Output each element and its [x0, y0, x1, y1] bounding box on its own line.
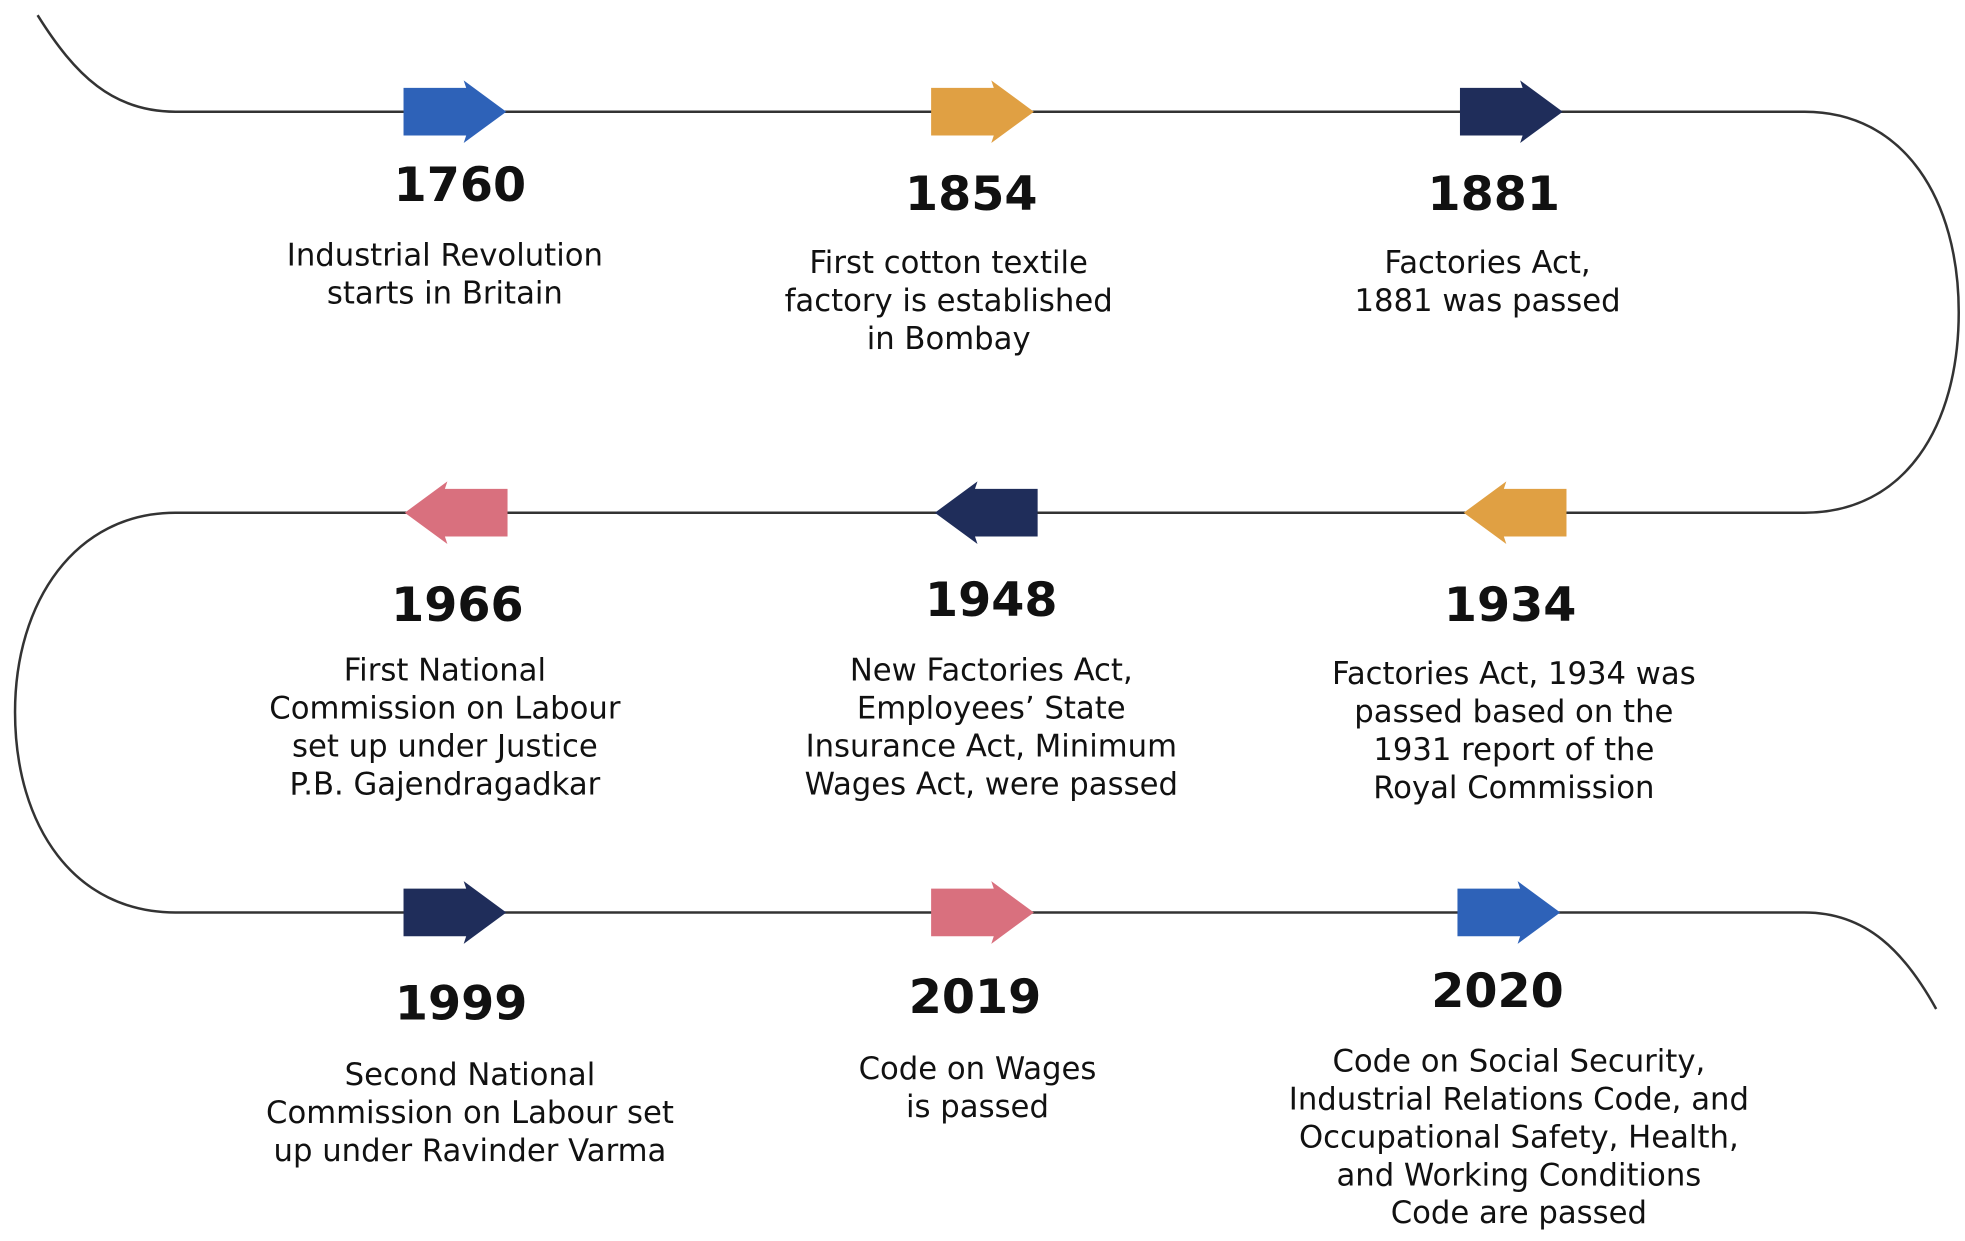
description-line: Factories Act, 1934 was — [1332, 657, 1696, 692]
year: 2020 — [1431, 964, 1564, 1019]
description-line: New Factories Act, — [850, 653, 1133, 688]
year: 1948 — [925, 573, 1058, 628]
year: 2019 — [909, 970, 1042, 1025]
description-line: Industrial Revolution — [287, 239, 603, 274]
description-line: Insurance Act, Minimum — [806, 729, 1177, 764]
description-line: up under Ravinder Varma — [274, 1134, 667, 1169]
arrow — [1457, 881, 1561, 944]
year: 1760 — [394, 158, 527, 213]
description-line: set up under Justice — [292, 729, 598, 764]
arrow — [1463, 481, 1567, 545]
description-line: starts in Britain — [327, 277, 563, 312]
year: 1966 — [391, 578, 524, 633]
description-line: passed based on the — [1354, 695, 1673, 730]
description-line: Code on Social Security, — [1332, 1044, 1705, 1079]
description-line: First National — [344, 653, 546, 688]
arrow — [931, 881, 1034, 944]
description-line: 1931 report of the — [1373, 733, 1654, 768]
description-line: Commission on Labour set — [266, 1096, 674, 1131]
description-line: Code on Wages — [859, 1052, 1097, 1087]
description-line: Royal Commission — [1373, 771, 1654, 806]
description-line: is passed — [906, 1090, 1049, 1125]
description-line: and Working Conditions — [1336, 1158, 1701, 1193]
year: 1881 — [1428, 167, 1561, 222]
arrow — [931, 80, 1034, 144]
description-line: Industrial Relations Code, and — [1289, 1082, 1749, 1117]
description-line: factory is established — [785, 284, 1113, 319]
description-line: 1881 was passed — [1354, 284, 1620, 319]
description-line: P.B. Gajendragadkar — [289, 767, 600, 802]
arrow — [403, 80, 507, 144]
arrow — [403, 881, 507, 944]
description-line: Commission on Labour — [269, 691, 621, 726]
description-line: Wages Act, were passed — [805, 767, 1178, 802]
arrow — [1459, 80, 1563, 144]
description-line: Occupational Safety, Health, — [1299, 1120, 1739, 1155]
description-line: in Bombay — [867, 322, 1031, 357]
description-line: Factories Act, — [1384, 246, 1590, 281]
year: 1934 — [1444, 578, 1577, 633]
description-line: Employees’ State — [857, 691, 1126, 726]
description-line: First cotton textile — [809, 246, 1088, 281]
arrow — [934, 481, 1038, 545]
year: 1854 — [905, 167, 1038, 222]
description-line: Second National — [345, 1058, 596, 1093]
arrow — [404, 481, 508, 545]
year: 1999 — [395, 976, 528, 1031]
description-line: Code are passed — [1391, 1196, 1647, 1231]
